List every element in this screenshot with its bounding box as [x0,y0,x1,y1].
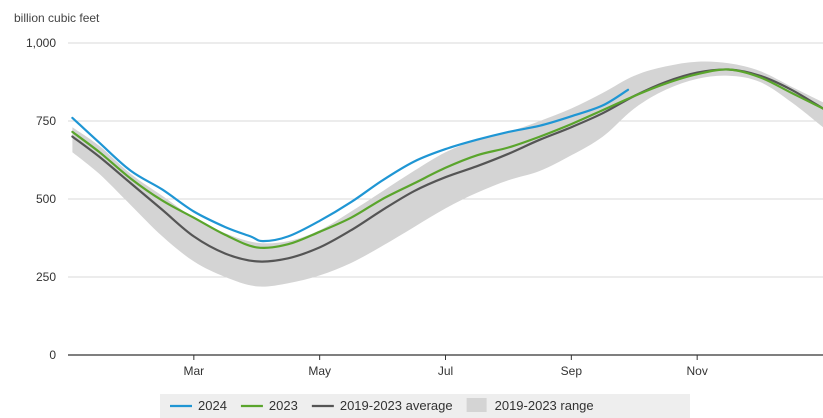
y-tick-label: 250 [36,270,56,284]
series-line-2019-2023-average [71,68,823,263]
x-tick-label: Sep [561,364,583,378]
legend-label: 2023 [269,398,298,413]
legend-label: 2019-2023 range [495,398,594,413]
x-tick-labels: Mar May Jul Sep Nov [183,364,707,378]
range-band [72,61,823,287]
y-tick-label: 0 [49,348,56,362]
legend-swatch [466,398,487,412]
legend-label: 2024 [198,398,227,413]
legend: 2024 2023 2019-2023 average 2019-2023 range [160,394,690,418]
range-layer [72,61,823,287]
y-tick-label: 500 [36,192,56,206]
legend-item-2019-2023-average: 2019-2023 average [311,398,453,413]
x-tick-label: Nov [686,364,707,378]
y-axis-title: billion cubic feet [14,11,100,25]
legend-item-2019-2023-range: 2019-2023 range [466,398,594,413]
legend-item-2023: 2023 [240,398,298,413]
x-tick-label: Mar [183,364,204,378]
y-tick-label: 1,000 [26,36,56,50]
x-tick-label: May [308,364,331,378]
series-line-2024 [71,88,630,243]
legend-label: 2019-2023 average [340,398,453,413]
axes [68,354,823,360]
grid [68,42,823,278]
x-tick-label: Jul [438,364,453,378]
y-tick-labels: 0 250 500 750 1,000 [26,36,56,362]
y-tick-label: 750 [36,114,56,128]
legend-item-2024: 2024 [170,398,227,413]
series-layer [71,68,823,263]
series-line-2023 [71,68,823,249]
